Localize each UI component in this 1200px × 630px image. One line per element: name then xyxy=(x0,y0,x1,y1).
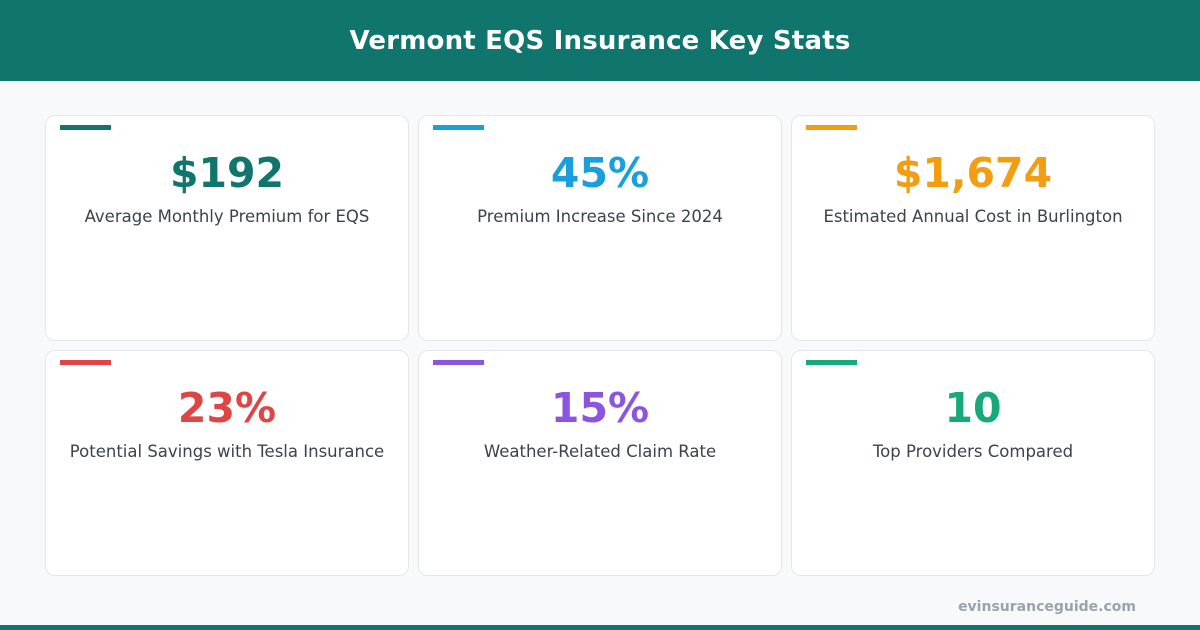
stat-label: Premium Increase Since 2024 xyxy=(477,207,723,226)
card-accent-bar xyxy=(60,125,111,130)
site-url: evinsuranceguide.com xyxy=(958,599,1136,615)
stat-card-potential-savings: 23% Potential Savings with Tesla Insuran… xyxy=(45,350,409,576)
header-banner: Vermont EQS Insurance Key Stats xyxy=(0,0,1200,81)
stat-card-annual-cost: $1,674 Estimated Annual Cost in Burlingt… xyxy=(791,115,1155,341)
stat-card-providers-compared: 10 Top Providers Compared xyxy=(791,350,1155,576)
card-accent-bar xyxy=(60,360,111,365)
stat-label: Average Monthly Premium for EQS xyxy=(84,207,370,226)
stat-card-claim-rate: 15% Weather-Related Claim Rate xyxy=(418,350,782,576)
card-accent-bar xyxy=(806,125,857,130)
stat-label: Estimated Annual Cost in Burlington xyxy=(823,207,1123,226)
stat-label: Potential Savings with Tesla Insurance xyxy=(69,442,385,461)
stat-value: 45% xyxy=(550,149,650,197)
card-accent-bar xyxy=(433,125,484,130)
stat-label: Weather-Related Claim Rate xyxy=(483,442,717,461)
card-accent-bar xyxy=(433,360,484,365)
stat-value: $192 xyxy=(169,149,285,197)
stat-value: 23% xyxy=(177,384,277,432)
stat-label: Top Providers Compared xyxy=(872,442,1074,461)
page-title: Vermont EQS Insurance Key Stats xyxy=(349,25,851,56)
stat-card-premium-increase: 45% Premium Increase Since 2024 xyxy=(418,115,782,341)
stat-value: $1,674 xyxy=(893,149,1053,197)
card-accent-bar xyxy=(806,360,857,365)
stat-value: 15% xyxy=(550,384,650,432)
stats-grid: $192 Average Monthly Premium for EQS 45%… xyxy=(45,115,1155,576)
footer-accent-bar xyxy=(0,625,1200,630)
stat-card-monthly-premium: $192 Average Monthly Premium for EQS xyxy=(45,115,409,341)
stat-value: 10 xyxy=(944,384,1002,432)
